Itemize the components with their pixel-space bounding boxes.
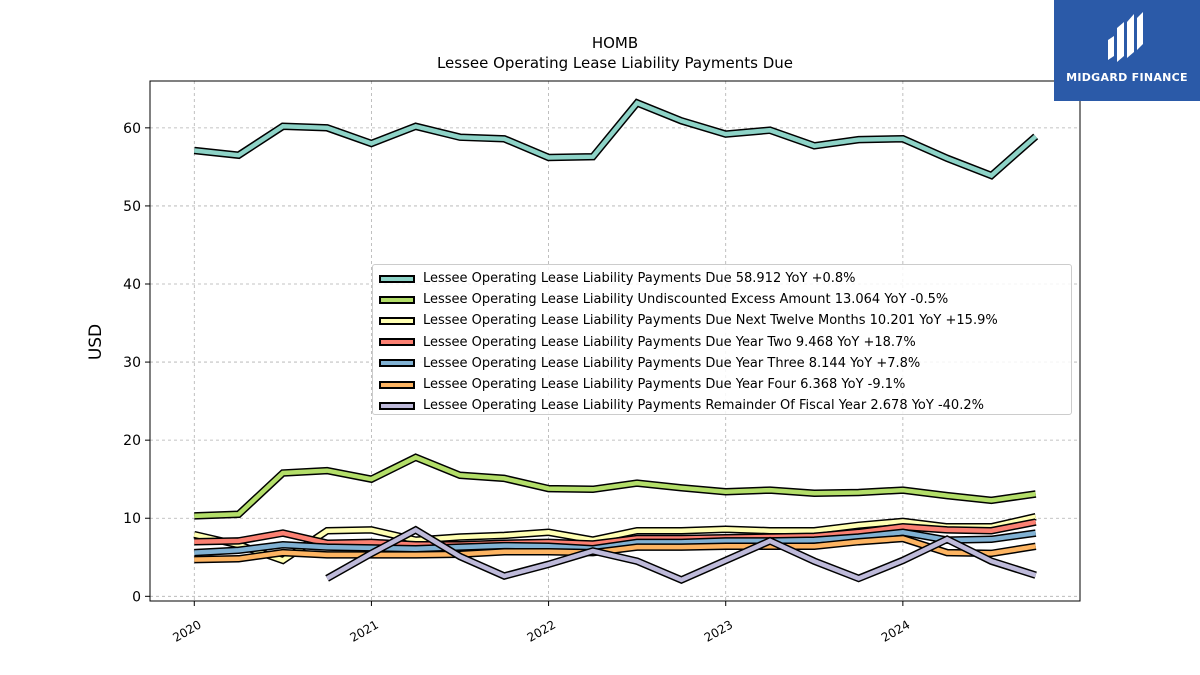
y-tick-label: 0	[132, 589, 141, 605]
x-tick-label: 2022	[525, 617, 558, 644]
series-line-1	[194, 100, 1038, 179]
x-tick-label: 2024	[879, 617, 912, 644]
legend-label: Lessee Operating Lease Liability Payment…	[423, 271, 856, 287]
x-tick-label: 2020	[170, 617, 203, 644]
y-tick-label: 30	[123, 355, 141, 371]
legend-item: Lessee Operating Lease Liability Payment…	[379, 395, 1071, 416]
chart-title: HOMB	[592, 34, 638, 52]
legend-label: Lessee Operating Lease Liability Payment…	[423, 313, 998, 329]
legend-swatch	[379, 359, 415, 368]
legend-label: Lessee Operating Lease Liability Undisco…	[423, 292, 949, 308]
brand-logo: MIDGARD FINANCE	[1054, 0, 1200, 101]
legend-item: Lessee Operating Lease Liability Payment…	[379, 268, 1071, 289]
series-line-7	[325, 527, 1037, 583]
series-lines	[193, 98, 1039, 584]
series-line-2	[194, 454, 1037, 519]
y-tick-label: 20	[123, 433, 141, 449]
y-tick-label: 10	[123, 511, 141, 527]
legend-label: Lessee Operating Lease Liability Payment…	[423, 398, 984, 414]
chart-subtitle: Lessee Operating Lease Liability Payment…	[437, 54, 793, 72]
legend-swatch	[379, 274, 415, 283]
legend-swatch	[379, 295, 415, 304]
series-line-outline	[193, 98, 1039, 180]
brand-name: MIDGARD FINANCE	[1066, 71, 1188, 84]
legend-item: Lessee Operating Lease Liability Payment…	[379, 374, 1071, 395]
x-tick-label: 2023	[702, 617, 735, 644]
legend: Lessee Operating Lease Liability Payment…	[372, 264, 1072, 415]
y-tick-label: 60	[123, 121, 141, 137]
series-line-6	[194, 536, 1037, 562]
legend-label: Lessee Operating Lease Liability Payment…	[423, 377, 906, 393]
legend-swatch	[379, 338, 415, 347]
legend-swatch	[379, 316, 415, 325]
y-tick-label: 50	[123, 199, 141, 215]
plot-frame	[149, 80, 1081, 602]
series-line-5	[194, 530, 1037, 555]
legend-item: Lessee Operating Lease Liability Undisco…	[379, 289, 1071, 310]
grid-lines	[150, 81, 1080, 601]
x-tick-label: 2021	[347, 617, 380, 644]
legend-item: Lessee Operating Lease Liability Payment…	[379, 310, 1071, 331]
legend-swatch	[379, 401, 415, 410]
y-tick-label: 40	[123, 277, 141, 293]
legend-item: Lessee Operating Lease Liability Payment…	[379, 353, 1071, 374]
series-line-4	[194, 519, 1037, 548]
legend-item: Lessee Operating Lease Liability Payment…	[379, 332, 1071, 353]
legend-swatch	[379, 380, 415, 389]
legend-label: Lessee Operating Lease Liability Payment…	[423, 355, 921, 371]
y-axis-label: USD	[86, 324, 106, 360]
series-line-3	[193, 514, 1037, 563]
brand-emblem-icon	[1108, 12, 1143, 62]
legend-label: Lessee Operating Lease Liability Payment…	[423, 334, 916, 350]
